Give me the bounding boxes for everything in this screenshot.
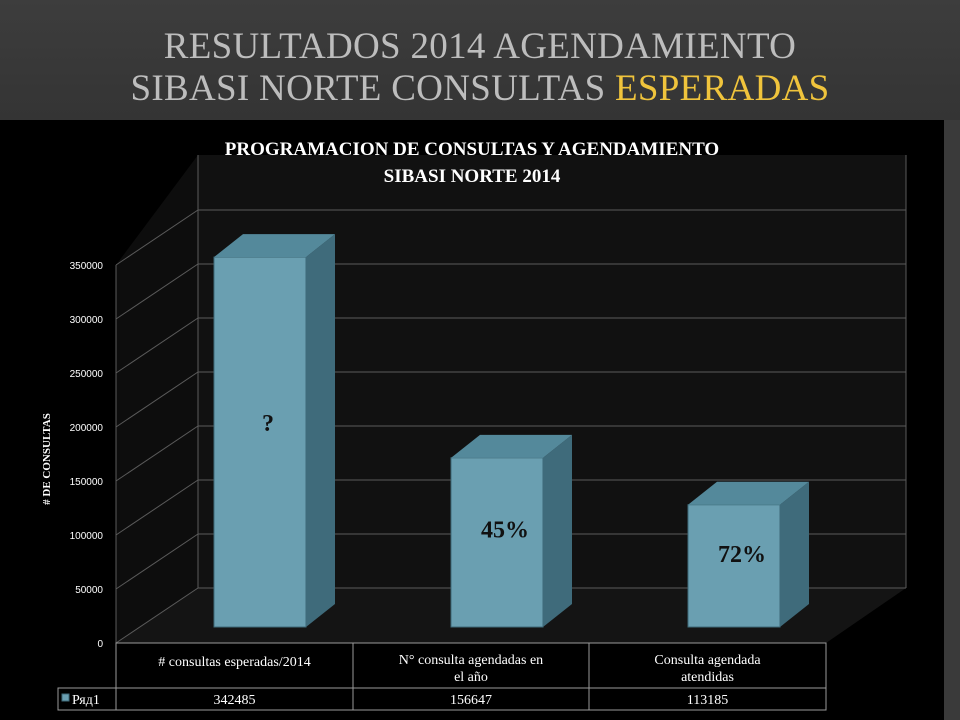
bar-side <box>780 481 809 627</box>
y-tick-label: 100000 <box>70 531 104 542</box>
chart-title-line1: PROGRAMACION DE CONSULTAS Y AGENDAMIENTO <box>225 139 719 160</box>
y-tick-label: 50000 <box>75 585 103 596</box>
legend-swatch <box>61 693 70 702</box>
slide-title-line2: SIBASI NORTE CONSULTAS ESPERADAS <box>0 68 960 110</box>
bar-top <box>451 434 572 458</box>
y-tick-label: 150000 <box>70 477 104 488</box>
data-table-value: 342485 <box>214 693 256 708</box>
y-tick-label: 250000 <box>70 369 104 380</box>
slide-header <box>0 0 960 120</box>
chart-title-line2: SIBASI NORTE 2014 <box>384 166 561 187</box>
legend-series-name: Ряд1 <box>72 693 100 708</box>
slide-title-line1: RESULTADOS 2014 AGENDAMIENTO <box>163 26 797 67</box>
x-category-label: Consulta agendada <box>654 653 761 668</box>
slide-title-line2-main: SIBASI NORTE CONSULTAS <box>130 68 616 109</box>
bar-data-label: 72% <box>718 542 766 568</box>
x-category-label: el año <box>454 670 488 685</box>
x-category-label: # consultas esperadas/2014 <box>158 655 310 670</box>
bar-side <box>543 434 572 627</box>
data-table-header-row <box>115 642 827 689</box>
bar-top <box>214 234 335 258</box>
data-table-value: 113185 <box>687 693 728 708</box>
x-category-label: N° consulta agendadas en <box>399 653 543 668</box>
y-axis-label: # DE CONSULTAS <box>41 413 53 505</box>
data-table-value: 156647 <box>450 693 492 708</box>
bar-data-label: 45% <box>481 517 529 543</box>
bar-front <box>213 256 307 628</box>
bar <box>213 234 335 628</box>
bar-chart: 0 50000 100000 150000 200000 250000 300000 3500… <box>41 139 907 711</box>
bar-side <box>306 234 335 627</box>
slide-right-edge <box>944 120 960 720</box>
y-tick-label: 200000 <box>70 423 104 434</box>
y-tick-label: 300000 <box>70 315 104 326</box>
slide-title: RESULTADOS 2014 AGENDAMIENTO SIBASI NORT… <box>0 26 960 110</box>
y-tick-label: 0 <box>97 639 103 650</box>
x-category-label: atendidas <box>681 670 734 685</box>
bar-top <box>688 481 809 505</box>
bar-front <box>687 504 781 628</box>
bar <box>687 481 809 628</box>
y-tick-label: 350000 <box>70 261 104 272</box>
bar <box>450 434 572 628</box>
bar-data-label: ? <box>262 411 274 437</box>
slide-title-accent: ESPERADAS <box>615 68 830 109</box>
